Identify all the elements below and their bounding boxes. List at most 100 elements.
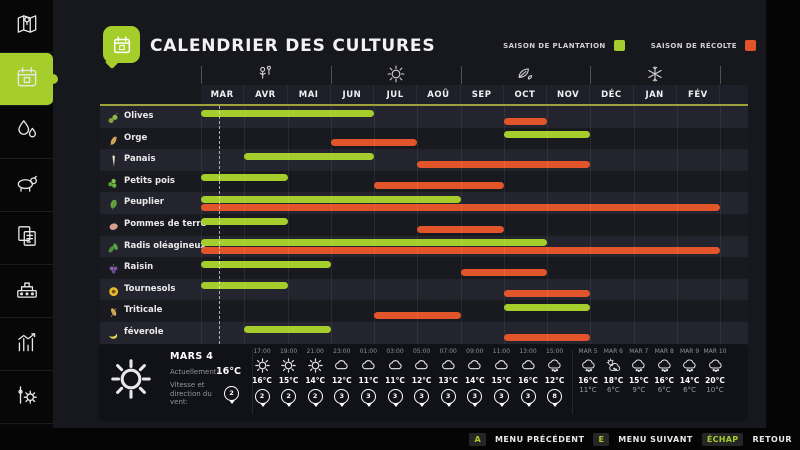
sidebar-item-production[interactable] <box>0 265 53 318</box>
harvest-bar <box>330 139 418 147</box>
crop-row-tournesol: Tournesols <box>100 278 748 301</box>
hour-label: 15:00 <box>545 348 564 355</box>
current-date-line <box>219 106 221 344</box>
cloud-icon <box>355 357 381 374</box>
hour-temp: 14°C <box>305 376 326 385</box>
day-label: MAR 7 <box>629 348 649 355</box>
harvest-bar <box>417 225 504 233</box>
sidebar-item-water-drops[interactable] <box>0 106 53 159</box>
night-temp: 10°C <box>706 386 724 394</box>
back-label[interactable]: RETOUR <box>752 434 792 444</box>
legend-plantation-swatch <box>613 40 625 51</box>
season-tick <box>460 66 462 84</box>
orge-icon <box>106 132 120 146</box>
harvest-bar <box>374 182 504 190</box>
hourly-column: 15:00 12°C 8 <box>542 348 568 407</box>
page-title: CALENDRIER DES CULTURES <box>150 36 436 56</box>
legend: SAISON DE PLANTATION SAISON DE RÉCOLTE <box>503 40 756 51</box>
daily-column: MAR 6 18°C 6°C <box>600 348 626 394</box>
plant-bar <box>503 303 591 311</box>
sun-icon <box>249 357 275 374</box>
harvest-bar <box>460 268 547 276</box>
key-a[interactable]: A <box>469 432 486 446</box>
hour-label: 13:00 <box>519 348 537 355</box>
menu-next-label[interactable]: MENU SUIVANT <box>618 434 693 444</box>
plant-bar <box>201 174 288 182</box>
hourly-column: 03:00 11°C 3 <box>382 348 408 407</box>
day-temp: 20°C <box>705 376 725 385</box>
wind-direction-pin: 3 <box>334 389 350 407</box>
crop-track <box>201 236 720 258</box>
key-hint-bar: A MENU PRÉCÉDENT E MENU SUIVANT ÉCHAP RE… <box>0 428 800 450</box>
plant-bar <box>244 152 374 160</box>
rain-icon <box>626 357 652 374</box>
daily-column: MAR 8 16°C 6°C <box>651 348 677 394</box>
legend-recolte-label: SAISON DE RÉCOLTE <box>650 41 737 50</box>
hour-label: 11:00 <box>492 348 511 355</box>
sun-icon <box>276 357 302 374</box>
cloud-icon <box>382 357 408 374</box>
sidebar-item-calendar[interactable] <box>0 53 58 106</box>
hourly-column: 07:00 13°C 3 <box>435 348 461 407</box>
key-e[interactable]: E <box>593 432 610 446</box>
hourly-column: 17:00 16°C 2 <box>249 348 275 407</box>
wind-direction-pin: 2 <box>224 386 239 404</box>
crop-track <box>201 149 720 171</box>
season-tick <box>590 66 592 84</box>
cloud-icon <box>515 357 541 374</box>
menu-previous-label[interactable]: MENU PRÉCÉDENT <box>494 434 585 444</box>
winter-snowflake-icon <box>645 64 665 84</box>
current-date: MARS 4 <box>170 351 214 362</box>
hour-label: 17:00 <box>253 348 271 355</box>
crop-label: féverole <box>124 326 164 337</box>
daily-column: MAR 7 15°C 9°C <box>626 348 652 394</box>
sidebar-item-settings[interactable] <box>0 371 53 424</box>
crop-track <box>201 322 720 344</box>
crop-row-olives: Olives <box>100 106 748 128</box>
day-temp: 16°C <box>654 376 675 385</box>
animals-icon <box>14 170 40 200</box>
crop-row-pomme: Pommes de terre <box>100 213 748 236</box>
season-tick <box>720 66 721 84</box>
month-underline <box>100 104 748 106</box>
day-temp: 18°C <box>603 376 624 385</box>
current-temperature: 16°C <box>216 366 241 377</box>
month-header-DÉC: DÉC <box>590 85 634 105</box>
triticale-icon <box>106 304 120 318</box>
raisin-icon <box>106 261 120 275</box>
hour-temp: 12°C <box>411 376 432 385</box>
crop-row-orge: Orge <box>100 127 748 150</box>
sidebar-item-statistics[interactable] <box>0 318 53 371</box>
sidebar-item-map[interactable] <box>0 0 53 53</box>
spring-flower-icon <box>256 64 276 84</box>
plant-bar <box>201 195 461 203</box>
month-header-AOÛ: AOÛ <box>417 85 461 105</box>
wind-direction-pin: 3 <box>493 389 509 407</box>
harvest-bar <box>417 160 591 168</box>
crop-label: Panais <box>124 154 156 165</box>
month-gridline <box>287 106 289 344</box>
month-gridline <box>590 106 592 344</box>
key-escape[interactable]: ÉCHAP <box>701 432 744 446</box>
cloud-icon <box>435 357 461 374</box>
now-label: Actuellement: <box>170 368 219 376</box>
sidebar-item-contracts[interactable] <box>0 212 53 265</box>
hour-temp: 12°C <box>544 376 565 385</box>
crop-label: Tournesols <box>124 283 176 294</box>
wind-direction-pin: 3 <box>440 389 456 407</box>
current-wind-badge: 2 <box>224 386 239 404</box>
crop-track <box>201 257 720 279</box>
wind-direction-pin: 3 <box>520 389 536 407</box>
crop-row-feverole: féverole <box>100 321 748 344</box>
month-gridline <box>201 106 202 344</box>
month-header-MAI: MAI <box>288 85 331 105</box>
weather-separator <box>252 350 253 414</box>
hour-temp: 12°C <box>331 376 352 385</box>
month-gridline <box>330 106 332 344</box>
sun-icon <box>302 357 328 374</box>
sidebar-item-animals[interactable] <box>0 159 53 212</box>
panais-icon <box>106 153 120 167</box>
month-header-MAR: MAR <box>201 85 245 105</box>
crop-track <box>201 192 720 214</box>
